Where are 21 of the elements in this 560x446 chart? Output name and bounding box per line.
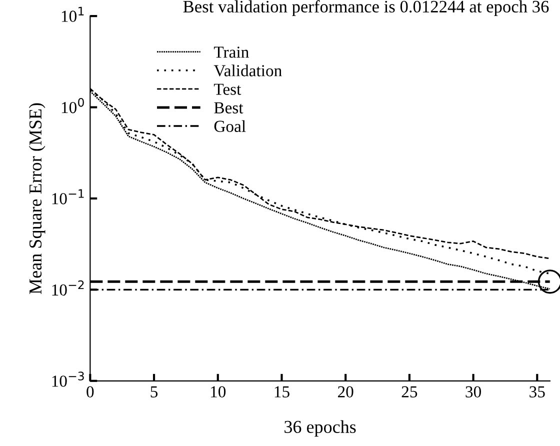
y-tick-label: 10$^{−1}$ (52, 189, 84, 204)
x-tick-label: 30 (466, 386, 481, 398)
legend-label: Best (214, 102, 244, 114)
legend-label: Train (214, 46, 249, 58)
x-tick-label: 10 (211, 386, 226, 398)
chart-title: Best validation performance is 0.012244 at epoch 36 (183, 0, 549, 16)
legend-label: Test (214, 84, 242, 95)
legend-label: Validation (214, 64, 282, 76)
y-tick-label: 10$^{1}$ (62, 6, 84, 22)
x-tick-label: 0 (86, 386, 94, 398)
x-tick-label: 25 (402, 386, 418, 398)
x-axis-title: 36 epochs (284, 420, 356, 437)
y-tick-label: 10$^{−3}$ (52, 372, 84, 387)
x-tick-label: 35 (530, 386, 545, 398)
y-tick-label: 10$^{−2}$ (52, 280, 84, 296)
y-axis-title: Mean Square Error (MSE) (28, 103, 46, 294)
legend-label: Goal (214, 120, 246, 132)
x-tick-label: 15 (274, 386, 290, 398)
x-tick-label: 20 (338, 386, 354, 398)
y-tick-label: 10$^{0}$ (62, 98, 84, 114)
x-tick-label: 5 (150, 386, 158, 398)
